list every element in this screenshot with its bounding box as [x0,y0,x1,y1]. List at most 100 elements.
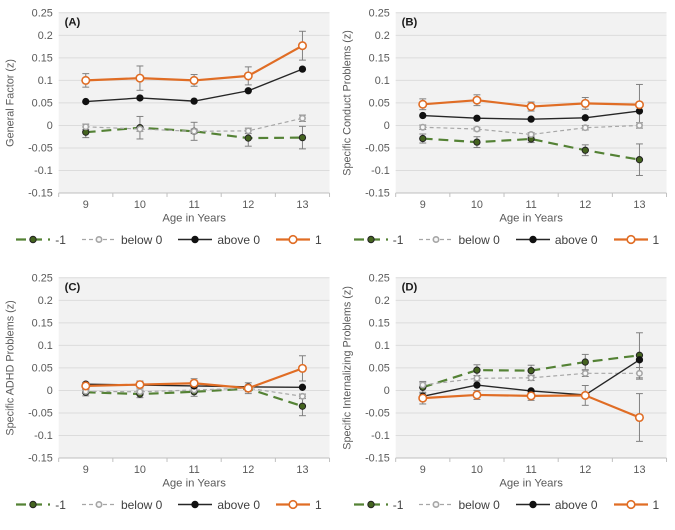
panel-letter: (C) [65,282,81,294]
series-marker-above-0 [473,381,481,389]
y-tick-label: 0.2 [38,30,53,42]
x-tick-label: 9 [420,464,426,476]
series-line--1 [422,137,640,161]
x-axis-title: Age in Years [499,213,563,225]
series-marker-above-0 [298,383,307,391]
series-marker-1 [634,100,644,110]
x-tick-label: 13 [633,464,645,476]
series-marker--1 [419,134,427,143]
series-marker-below-0 [244,127,252,135]
series-marker-above-0 [473,114,481,122]
series-marker-above-0 [136,94,144,102]
legend-label: below 0 [458,232,500,247]
x-tick-label: 12 [579,464,591,476]
x-tick-label: 9 [420,199,426,211]
legend-item--1: -1 [15,233,66,247]
y-axis-title: General Factor (z) [4,59,16,147]
legend-item-1: 1 [613,497,660,512]
x-tick-label: 13 [633,199,645,211]
panel-a-chart: 0.25 0.2 0.15 0.1 0.05 0 -0.05 -0.1 -0.15 9 10 11 12… [4,7,331,225]
y-tick-label: -0.05 [28,407,53,419]
x-tick-label: 10 [134,464,146,476]
legend-swatch-icon [613,499,648,510]
series-marker-1 [81,381,91,391]
series-marker-1 [135,380,145,390]
series-line-below-0 [422,372,640,386]
y-tick-label: 0.2 [375,30,390,42]
panel-c-legend: -1 below 0 above 0 1 [0,494,337,530]
legend-item-below-0: below 0 [81,498,162,512]
y-tick-label: 0 [384,385,390,397]
y-tick-label: 0.15 [369,52,390,64]
series-marker-below-0 [419,123,427,131]
y-tick-label: 0.05 [369,362,390,374]
legend-label: below 0 [120,232,163,247]
x-tick-label: 10 [471,199,483,211]
series-marker-below-0 [419,381,427,389]
series-marker-below-0 [527,131,535,138]
y-tick-label: -0.1 [371,430,390,442]
y-tick-label: 0.1 [38,340,53,352]
y-tick-label: 0.25 [32,272,53,284]
series-marker-1 [526,101,536,112]
legend-swatch-icon [276,234,311,245]
series-marker-1 [189,378,199,388]
series-marker-below-0 [636,122,643,129]
legend-swatch-icon [16,235,51,244]
series-line-below-0 [85,387,303,397]
y-tick-label: 0 [47,385,53,397]
series-marker--1 [298,133,307,142]
series-marker-1 [472,390,482,400]
series-marker-1 [472,95,482,105]
series-marker-above-0 [244,87,252,95]
panel-letter: (B) [402,17,418,29]
legend-item-1: 1 [275,233,322,247]
series-marker-below-0 [190,127,198,135]
panel-c-chart: 0.25 0.2 0.15 0.1 0.05 0 -0.05 -0.1 -0.15 9 10 11 12… [4,272,331,490]
y-tick-label: 0.25 [369,272,390,284]
legend-item-above-0: above 0 [515,233,598,247]
series-marker-below-0 [527,374,535,382]
y-tick-label: 0.1 [375,340,390,352]
x-tick-label: 9 [83,199,89,211]
series-marker-above-0 [635,356,644,364]
legend-item-1: 1 [275,498,322,512]
legend-label: -1 [55,497,66,512]
y-tick-label: -0.15 [365,452,390,464]
y-tick-label: 0.05 [369,97,390,109]
y-tick-label: 0.05 [32,97,53,109]
y-tick-label: 0.25 [369,7,390,19]
y-tick-label: 0.2 [38,295,53,307]
series-marker-below-0 [136,388,144,396]
series-marker-1 [243,383,253,393]
series-marker-above-0 [298,65,307,73]
x-axis-title: Age in Years [162,478,226,490]
x-tick-label: 11 [188,199,199,211]
legend-label: 1 [315,232,322,247]
legend-swatch-icon [178,235,213,244]
panel-a-legend: -1 below 0 above 0 1 [0,229,337,266]
panel-d: 0.25 0.2 0.15 0.1 0.05 0 -0.05 -0.1 -0.15 9 10 11 12… [337,265,675,530]
legend-label: above 0 [217,497,261,512]
series-marker-1 [580,390,590,400]
legend-label: 1 [315,497,322,512]
panel-c: 0.25 0.2 0.15 0.1 0.05 0 -0.05 -0.1 -0.15 9 10 11 12… [0,265,337,530]
legend-swatch-icon [515,235,550,244]
series-marker-below-0 [636,369,643,377]
legend-label: -1 [392,232,404,247]
legend-item-below-0: below 0 [81,233,162,247]
series-line-below-0 [85,117,303,132]
series-marker--1 [527,366,535,375]
series-marker-1 [297,41,307,51]
legend-label: 1 [652,497,660,512]
legend-swatch-icon [419,500,454,509]
series-marker-above-0 [82,97,90,106]
series-marker-above-0 [581,114,589,122]
series-marker-below-0 [581,124,589,132]
legend-swatch-icon [353,235,388,244]
y-tick-label: -0.15 [28,452,53,464]
legend-label: above 0 [217,232,261,247]
y-tick-label: 0.1 [375,75,390,87]
series-marker--1 [244,134,252,142]
